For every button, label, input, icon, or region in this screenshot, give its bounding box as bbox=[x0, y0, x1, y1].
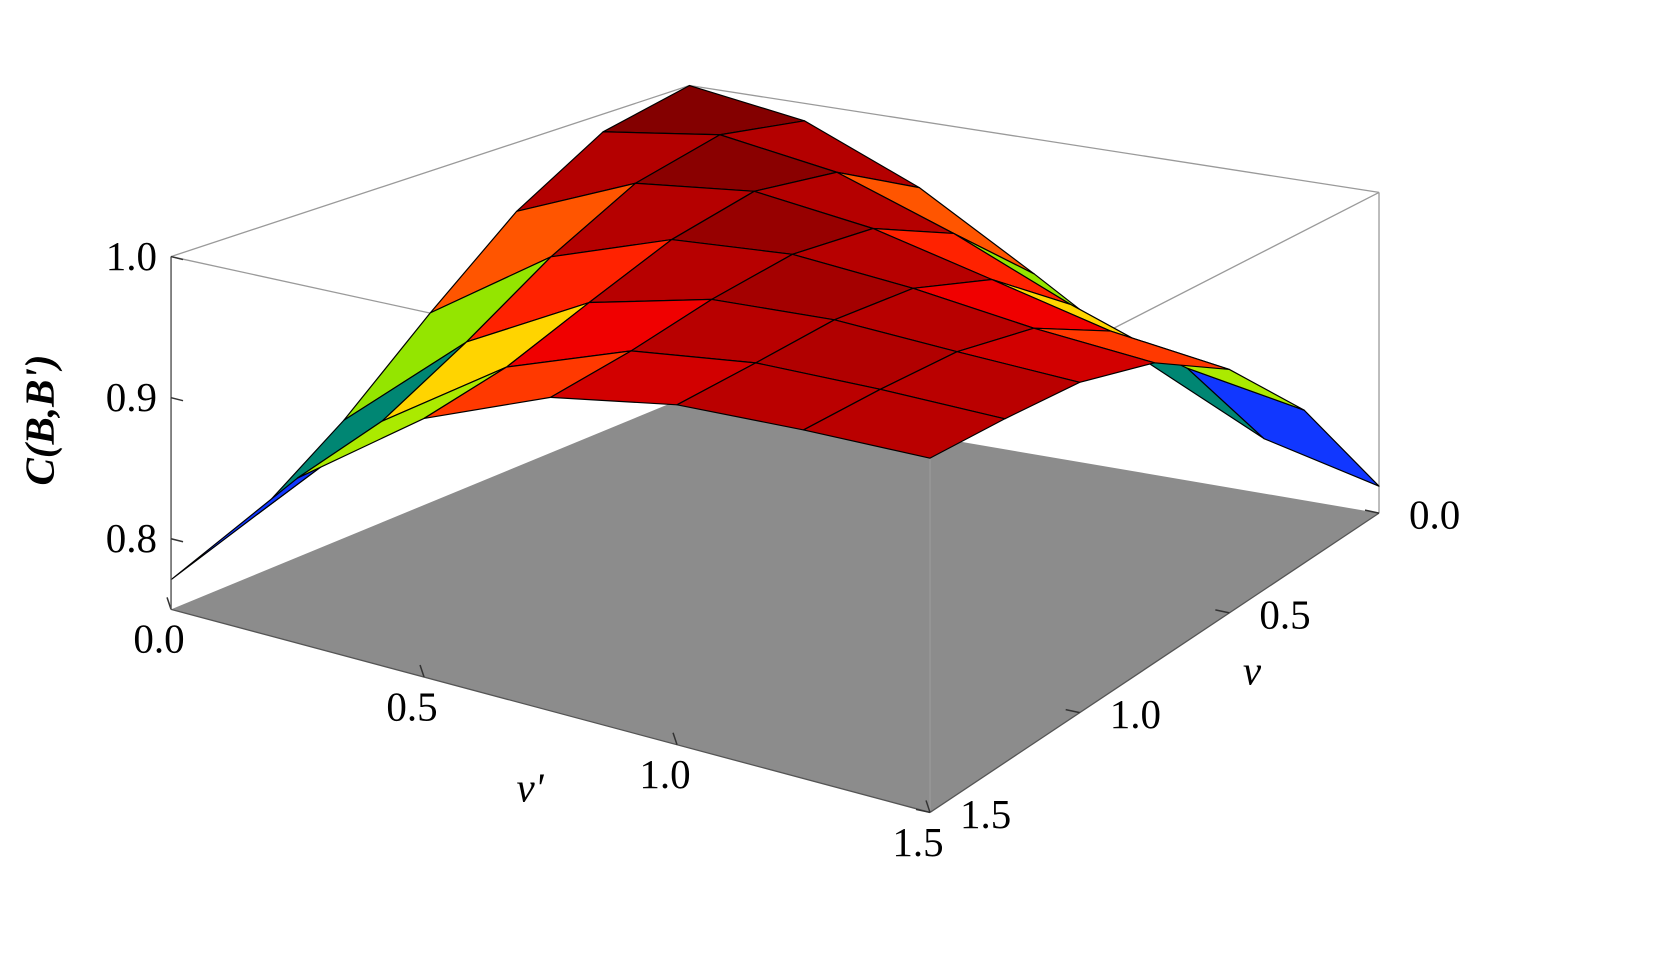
x-axis-label: ν' bbox=[517, 764, 545, 810]
z-axis-label: C(B,B') bbox=[16, 355, 62, 486]
z-tick-label: 1.0 bbox=[106, 233, 157, 279]
x-tick bbox=[166, 597, 172, 610]
z-tick-label: 0.9 bbox=[106, 374, 157, 420]
axis-line bbox=[170, 608, 931, 814]
surface-patch bbox=[1186, 367, 1380, 487]
x-tick-label: 1.5 bbox=[892, 819, 943, 865]
x-tick bbox=[419, 664, 425, 678]
x-tick-label: 0.5 bbox=[386, 683, 437, 729]
box-edge bbox=[170, 84, 690, 258]
y-tick-label: 1.5 bbox=[960, 791, 1011, 837]
surface-patch bbox=[802, 388, 1006, 459]
z-tick bbox=[170, 396, 184, 402]
y-tick bbox=[1065, 708, 1080, 714]
axis-line bbox=[929, 512, 1380, 813]
floor bbox=[171, 395, 1380, 813]
y-tick bbox=[1364, 509, 1380, 514]
x-tick bbox=[925, 800, 931, 813]
x-tick-label: 1.0 bbox=[639, 751, 690, 797]
z-tick bbox=[170, 538, 184, 543]
y-axis-label: ν bbox=[1243, 647, 1262, 693]
y-tick bbox=[1215, 609, 1230, 614]
z-tick-label: 0.8 bbox=[106, 515, 157, 561]
y-tick bbox=[915, 808, 931, 814]
x-tick bbox=[672, 732, 678, 745]
y-tick-label: 0.0 bbox=[1409, 492, 1460, 538]
z-tick bbox=[170, 255, 184, 261]
y-tick-label: 0.5 bbox=[1259, 591, 1310, 637]
box-edge bbox=[689, 84, 1380, 194]
x-tick-label: 0.0 bbox=[133, 616, 184, 662]
y-tick-label: 1.0 bbox=[1110, 691, 1161, 737]
